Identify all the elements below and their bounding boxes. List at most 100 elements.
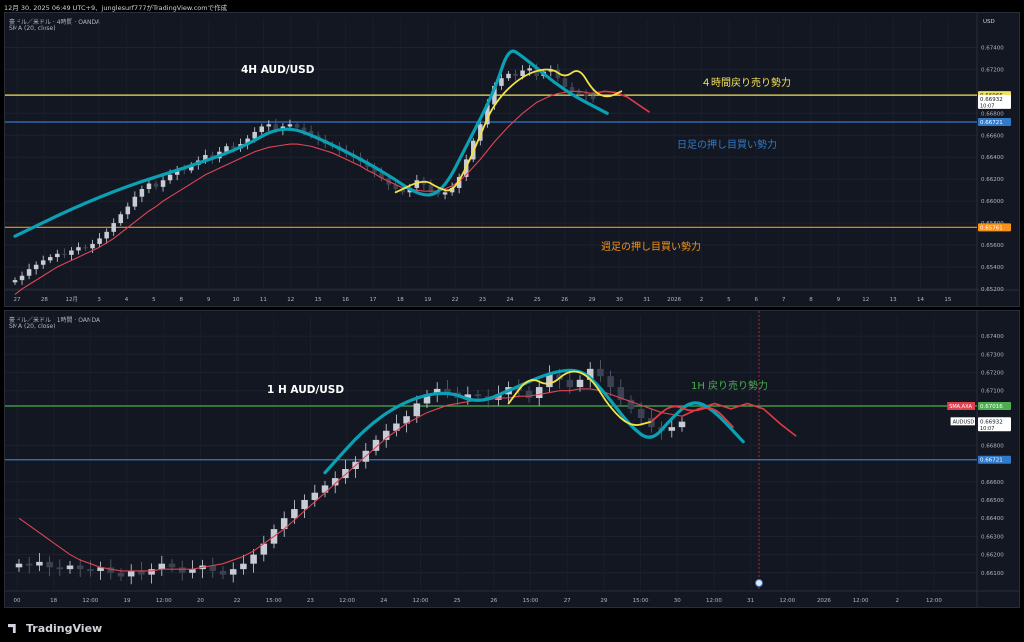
price-label-box bbox=[978, 117, 1011, 126]
price-label-text: 0.66932 bbox=[980, 97, 1003, 103]
x-tick-label: 12 bbox=[287, 297, 294, 303]
candle-body bbox=[590, 95, 596, 100]
indicator-legend-1h[interactable]: SMA (20, close) bbox=[9, 323, 56, 330]
price-label-time: 10:07 bbox=[980, 103, 994, 109]
y-tick-label: 0.66500 bbox=[981, 498, 1004, 504]
annotation-text: 週足の押し目買い勢力 bbox=[601, 240, 701, 253]
candle-body bbox=[576, 379, 584, 388]
candle-body bbox=[83, 247, 88, 249]
candle-body bbox=[146, 183, 152, 190]
candle-body bbox=[372, 167, 377, 173]
x-tick-label: 8 bbox=[809, 297, 813, 303]
x-tick-label: 15 bbox=[944, 297, 951, 303]
candle-body bbox=[15, 563, 23, 568]
price-label-box bbox=[978, 94, 1011, 109]
economic-event-icon bbox=[755, 579, 763, 587]
x-tick-label: 11 bbox=[260, 297, 267, 303]
price-label-box bbox=[978, 417, 1011, 432]
y-tick-label: 0.65600 bbox=[981, 243, 1004, 249]
symbol-legend-4h[interactable]: 豪ドル／米ドル · 4時間 · OANDA bbox=[9, 19, 101, 26]
candle-body bbox=[260, 543, 268, 555]
candle-body bbox=[25, 563, 33, 566]
x-tick-label: 22 bbox=[234, 598, 241, 604]
candle-body bbox=[423, 394, 431, 404]
candle-body bbox=[33, 264, 39, 270]
y-tick-label: 0.67100 bbox=[981, 389, 1004, 395]
chart-panel-1h[interactable]: 豪ドル／米ドル · 1時間 · OANDA SMA (20, close) 00… bbox=[4, 310, 1020, 608]
x-tick-label: 23 bbox=[307, 598, 314, 604]
x-tick-label: 2 bbox=[700, 297, 704, 303]
candle-body bbox=[637, 408, 645, 419]
annotation-text: 4H AUD/USD bbox=[241, 64, 315, 76]
y-tick-label: 0.66000 bbox=[981, 199, 1004, 205]
candle-body bbox=[158, 563, 166, 570]
candle-body bbox=[266, 124, 272, 127]
y-tick-label: 0.67300 bbox=[981, 352, 1004, 358]
candle-body bbox=[464, 394, 472, 399]
price-label-text: 0.67016 bbox=[980, 404, 1003, 410]
y-tick-label: 0.66200 bbox=[981, 177, 1004, 183]
candle-body bbox=[668, 427, 676, 431]
series-tag-box bbox=[950, 417, 975, 426]
candle-body bbox=[47, 257, 53, 261]
candle-body bbox=[331, 478, 339, 486]
candle-body bbox=[414, 180, 420, 188]
candle-body bbox=[273, 124, 279, 130]
x-tick-label: 18 bbox=[50, 598, 57, 604]
chart-panel-4h[interactable]: 豪ドル／米ドル · 4時間 · OANDA SMA (20, close) 27… bbox=[4, 12, 1020, 307]
x-tick-label: 25 bbox=[454, 598, 461, 604]
candle-body bbox=[229, 569, 237, 575]
candle-body bbox=[583, 93, 589, 96]
x-tick-label: 14 bbox=[917, 297, 924, 303]
y-tick-label: 0.67400 bbox=[981, 45, 1004, 51]
chart-attribution: 12月 30, 2025 06:49 UTC+9、junglesurf777がT… bbox=[4, 4, 228, 12]
candle-body bbox=[118, 214, 124, 224]
candle-body bbox=[26, 269, 32, 276]
x-tick-label: 12月 bbox=[66, 296, 79, 303]
x-tick-label: 12:00 bbox=[853, 598, 869, 604]
series-tag-text: AUDUSD bbox=[953, 419, 975, 425]
candle-body bbox=[678, 421, 686, 428]
x-tick-label: 2026 bbox=[667, 297, 681, 303]
candle-body bbox=[231, 146, 236, 149]
candle-body bbox=[382, 430, 390, 440]
chart-svg-4h[interactable]: 27 28 12月 3 4 5 8 9 10 11 12 15 16 17 18 19 22 23 24 25 26 29… bbox=[5, 13, 1019, 306]
x-tick-label: 5 bbox=[152, 297, 156, 303]
y-tick-label: 0.66600 bbox=[981, 133, 1004, 139]
candle-body bbox=[69, 250, 74, 255]
symbol-legend-1h[interactable]: 豪ドル／米ドル · 1時間 · OANDA bbox=[9, 317, 101, 324]
price-label-text: 0.65761 bbox=[980, 225, 1003, 231]
indicator-legend-4h[interactable]: SMA (20, close) bbox=[9, 25, 56, 32]
candle-body bbox=[240, 563, 247, 570]
y-tick-label: 0.66600 bbox=[981, 480, 1004, 486]
price-label-text: 0.66721 bbox=[980, 458, 1003, 464]
candle-body bbox=[209, 565, 217, 571]
candle-body bbox=[189, 569, 196, 573]
x-tick-label: 12:00 bbox=[779, 598, 795, 604]
price-label-box bbox=[978, 455, 1011, 464]
annotation-text: 日足の押し目買い勢力 bbox=[677, 138, 777, 151]
chart-svg-1h[interactable]: 00 18 12:00 19 12:00 20 22 15:00 23 12:00 24 12:00 2… bbox=[5, 311, 1019, 607]
x-tick-label: 26 bbox=[490, 598, 497, 604]
candle-body bbox=[372, 439, 380, 451]
candle-body bbox=[403, 416, 410, 424]
candle-body bbox=[125, 206, 131, 215]
candle-body bbox=[148, 569, 155, 575]
candle-body bbox=[117, 572, 125, 577]
candle-body bbox=[55, 253, 60, 258]
candle-body bbox=[311, 492, 319, 500]
x-tick-label: 31 bbox=[747, 598, 754, 604]
candle-body bbox=[90, 243, 95, 249]
candle-body bbox=[139, 189, 145, 197]
candle-body bbox=[167, 174, 173, 181]
x-tick-label: 9 bbox=[207, 297, 211, 303]
candle-body bbox=[301, 499, 308, 510]
y-tick-label: 0.67400 bbox=[981, 334, 1004, 340]
y-tick-label: 0.66100 bbox=[981, 571, 1004, 577]
drawn-forecast-path bbox=[323, 368, 745, 475]
x-tick-label: 3 bbox=[97, 297, 101, 303]
candle-body bbox=[321, 485, 329, 493]
annotation-text: ４時間戻り売り勢力 bbox=[701, 76, 791, 89]
tradingview-logo[interactable]: TradingView bbox=[8, 622, 102, 635]
x-tick-label: 4 bbox=[125, 297, 129, 303]
